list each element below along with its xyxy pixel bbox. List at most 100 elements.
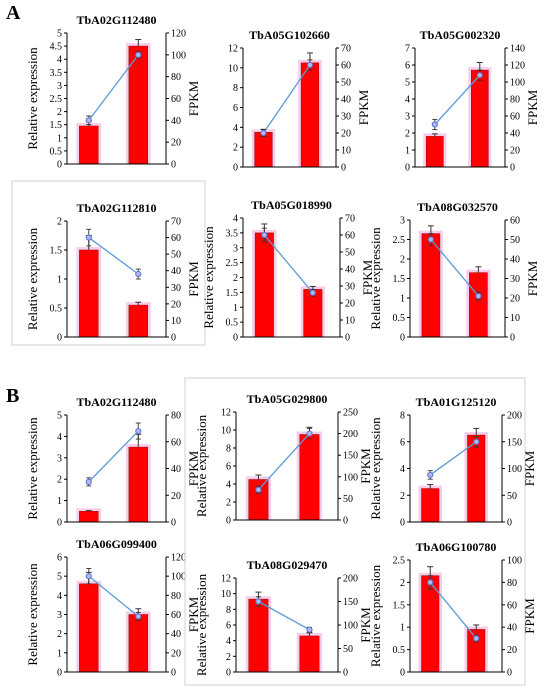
y2-tick-label: 80: [171, 591, 181, 602]
y-tick-label: 3.5: [50, 68, 63, 79]
y2-tick-label: 100: [343, 621, 358, 632]
y2-tick-label: 100: [171, 572, 186, 583]
bar: [467, 434, 486, 523]
y2-tick-label: 20: [510, 294, 520, 305]
fpkm-point: [135, 51, 142, 58]
y2-tick-label: 0: [345, 333, 350, 344]
y2-tick-label: 60: [341, 61, 351, 72]
y-tick-label: 3: [57, 81, 62, 92]
y-tick-label: 8: [400, 411, 405, 422]
y2-tick-label: 100: [510, 78, 525, 89]
y2-tick-label: 20: [171, 138, 181, 149]
y2-tick-label: 0: [343, 668, 348, 679]
bar: [471, 69, 489, 168]
y-tick-label: 1: [57, 648, 62, 659]
y2-tick-label: 20: [171, 491, 181, 502]
y-tick-label: 1: [233, 303, 238, 314]
y-tick-label: 12: [228, 44, 238, 55]
y-tick-label: 2: [226, 498, 231, 509]
y2-axis-label: FPKM: [186, 80, 201, 116]
y2-tick-label: 80: [171, 411, 181, 422]
fpkm-point: [427, 471, 434, 479]
fpkm-line: [88, 430, 139, 483]
y-tick-label: 1.5: [393, 274, 406, 285]
bar: [299, 635, 320, 673]
y-tick-label: 3: [57, 453, 62, 464]
y-tick-label: 0: [400, 333, 405, 344]
y2-tick-label: 50: [343, 494, 353, 505]
y2-axis-label: FPKM: [525, 260, 540, 296]
fpkm-point: [85, 573, 92, 580]
y2-tick-label: 200: [343, 429, 358, 440]
y2-tick-label: 100: [171, 50, 186, 61]
y-tick-label: 6: [226, 462, 231, 473]
y2-tick-label: 20: [171, 648, 181, 659]
y-tick-label: 0: [57, 518, 62, 529]
y-tick-label: 2: [57, 107, 62, 118]
y-tick-label: 2: [233, 143, 238, 154]
y2-axis-label: FPKM: [522, 450, 537, 486]
y-tick-label: 0: [400, 518, 405, 529]
y2-tick-label: 0: [171, 518, 176, 529]
y2-tick-label: 80: [507, 578, 517, 589]
y-tick-label: 10: [221, 426, 231, 437]
fpkm-line: [429, 581, 477, 639]
y2-tick-label: 100: [507, 556, 522, 567]
y2-tick-label: 100: [507, 464, 522, 475]
fpkm-line: [88, 237, 139, 275]
bar: [300, 62, 320, 168]
fpkm-line: [257, 433, 310, 491]
fpkm-point: [135, 270, 142, 278]
fpkm-point: [261, 231, 268, 239]
fpkm-point: [475, 292, 482, 300]
y2-tick-label: 60: [171, 233, 181, 244]
y-axis-label: Relative expression: [25, 563, 40, 666]
fpkm-point: [260, 129, 267, 137]
y2-tick-label: 50: [343, 644, 353, 655]
fpkm-point: [306, 61, 314, 69]
chart-title: TbA05G029800: [247, 392, 328, 406]
fpkm-point: [427, 236, 434, 243]
bar: [248, 479, 269, 521]
bar: [421, 488, 440, 523]
y2-tick-label: 250: [343, 408, 358, 419]
chart-8: TbA05G029800 0 2 4 6 8 10 12 0 50 100 150 200 250 Rela…: [194, 392, 373, 527]
y-tick-label: 10: [221, 589, 231, 600]
y-tick-label: 4: [400, 464, 405, 475]
y-tick-label: 6: [226, 621, 231, 632]
chart-title: TbA06G099400: [76, 537, 157, 551]
y-tick-label: 2: [400, 578, 405, 589]
y2-tick-label: 50: [171, 250, 181, 261]
chart-title: TbA01G125120: [416, 395, 497, 409]
y-axis-label: Relative expression: [25, 47, 40, 150]
y-tick-label: 0: [233, 163, 238, 174]
y-tick-label: 6: [233, 103, 238, 114]
chart-5: TbA05G01899000.511.522.533.5401020304050…: [201, 198, 375, 344]
chart-title: TbA05G102660: [249, 28, 330, 42]
y2-tick-label: 40: [171, 266, 181, 277]
fpkm-point: [476, 72, 483, 79]
y-tick-label: 8: [233, 83, 238, 94]
y2-tick-label: 30: [345, 282, 355, 293]
y2-tick-label: 10: [171, 316, 181, 327]
y2-tick-label: 150: [343, 451, 358, 462]
y-tick-label: 3.5: [226, 228, 239, 239]
chart-1: TbA02G112480 0 0.5 1 1.5 2 2.5 3 3.5 4 4.5 5 0 20 40 60…: [25, 13, 201, 171]
fpkm-line: [263, 234, 314, 294]
y2-tick-label: 0: [343, 516, 348, 527]
y-axis-label: Relative expression: [194, 573, 209, 676]
chart-title: TbA02G112480: [76, 395, 156, 409]
y-tick-label: 0: [57, 160, 62, 171]
fpkm-point: [85, 117, 92, 124]
y-axis-label: Relative expression: [25, 417, 40, 520]
y-tick-label: 0: [233, 333, 238, 344]
y2-tick-label: 20: [510, 146, 520, 157]
fpkm-line: [88, 575, 139, 617]
y2-tick-label: 60: [171, 437, 181, 448]
y-tick-label: 1: [400, 623, 405, 634]
y2-tick-label: 0: [507, 668, 512, 679]
y-tick-label: 1: [57, 496, 62, 507]
y-tick-label: 0.5: [226, 318, 239, 329]
fpkm-line: [430, 239, 479, 297]
